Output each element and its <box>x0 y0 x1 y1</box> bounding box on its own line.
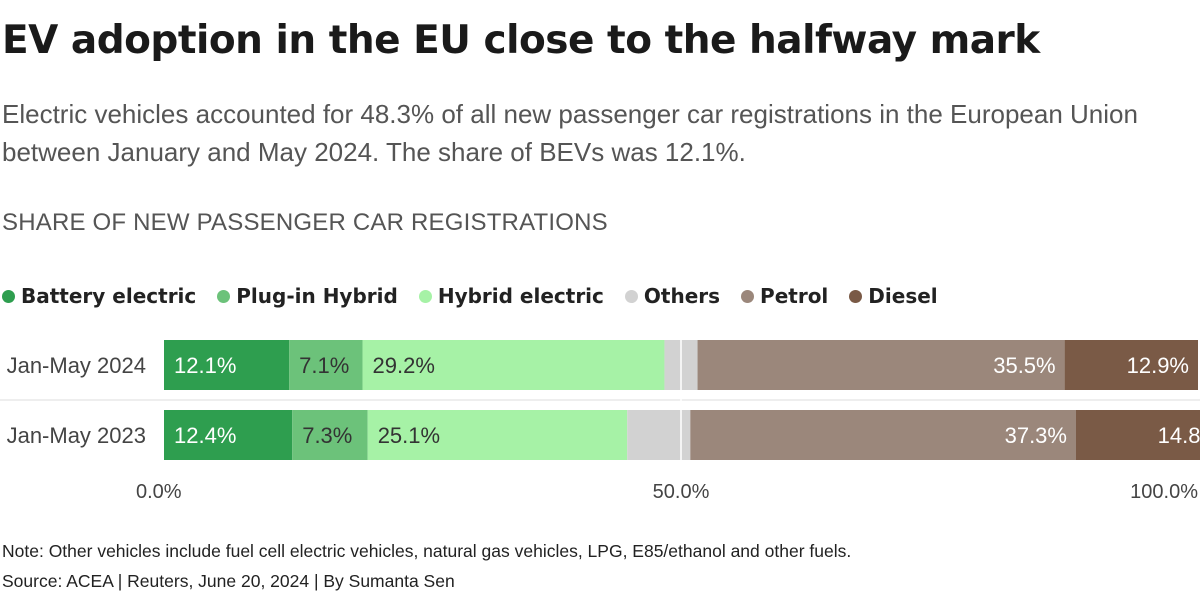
legend-dot-hybrid-electric <box>418 289 432 303</box>
legend-dot-diesel <box>849 289 863 303</box>
legend-label-battery-electric: Battery electric <box>21 284 197 308</box>
legend-label-others: Others <box>643 284 721 308</box>
section-label: SHARE OF NEW PASSENGER CAR REGISTRATIONS <box>2 209 608 236</box>
data-label-battery-electric-jan-may-2023: 12.4% <box>174 423 236 448</box>
legend-item-plug-in-hybrid: Plug-in Hybrid <box>217 284 398 308</box>
data-label-petrol-jan-may-2024: 35.5% <box>993 353 1055 378</box>
legend: Battery electric Plug-in Hybrid Hybrid e… <box>2 284 959 308</box>
legend-dot-others <box>624 289 638 303</box>
x-tick-label-1: 50.0% <box>653 481 710 503</box>
category-label-jan-may-2024: Jan-May 2024 <box>7 353 146 378</box>
bar-segment-hybrid-electric-jan-may-2024 <box>362 340 665 390</box>
legend-item-battery-electric: Battery electric <box>2 284 196 308</box>
x-tick-label-2: 100.0% <box>1130 481 1198 503</box>
legend-label-diesel: Diesel <box>868 284 938 308</box>
legend-item-petrol: Petrol <box>741 284 828 308</box>
chart-source: Source: ACEA | Reuters, June 20, 2024 | … <box>2 571 455 591</box>
bar-segment-diesel-jan-may-2023 <box>1075 410 1200 460</box>
chart-subtitle: Electric vehicles accounted for 48.3% of… <box>2 99 1138 167</box>
data-label-hybrid-electric-jan-may-2024: 29.2% <box>373 353 435 378</box>
legend-label-hybrid-electric: Hybrid electric <box>437 284 604 308</box>
bar-segment-battery-electric-jan-may-2024 <box>164 340 290 390</box>
bar-segment-plug-in-hybrid-jan-may-2023 <box>292 410 368 460</box>
data-label-diesel-jan-may-2024: 12.9% <box>1127 353 1189 378</box>
data-label-petrol-jan-may-2023: 37.3% <box>1005 423 1067 448</box>
x-tick-label-0: 0.0% <box>136 481 182 503</box>
data-label-battery-electric-jan-may-2024: 12.1% <box>174 353 236 378</box>
data-label-hybrid-electric-jan-may-2023: 25.1% <box>378 423 440 448</box>
data-label-plug-in-hybrid-jan-may-2023: 7.3% <box>302 423 352 448</box>
bar-segment-petrol-jan-may-2024 <box>697 340 1065 390</box>
data-label-plug-in-hybrid-jan-may-2024: 7.1% <box>299 353 349 378</box>
chart-note: Note: Other vehicles include fuel cell e… <box>2 541 852 561</box>
legend-label-plug-in-hybrid: Plug-in Hybrid <box>236 284 398 308</box>
bar-segment-plug-in-hybrid-jan-may-2024 <box>289 340 363 390</box>
bar-segment-petrol-jan-may-2023 <box>690 410 1076 460</box>
legend-dot-petrol <box>741 289 755 303</box>
bar-segment-battery-electric-jan-may-2023 <box>164 410 293 460</box>
chart-title: EV adoption in the EU close to the halfw… <box>2 18 1040 63</box>
bar-segment-hybrid-electric-jan-may-2023 <box>367 410 628 460</box>
stacked-bar-chart: Jan-May 2024 12.1% 7.1% 29.2% 35.5% 12.9% Jan-… <box>0 334 1200 503</box>
bar-segment-diesel-jan-may-2024 <box>1064 340 1198 390</box>
category-label-jan-may-2023: Jan-May 2023 <box>7 423 146 448</box>
legend-dot-battery-electric <box>2 289 15 303</box>
legend-item-diesel: Diesel <box>849 284 938 308</box>
legend-item-others: Others <box>624 284 721 308</box>
bar-segment-others-jan-may-2023 <box>627 410 691 460</box>
legend-dot-plug-in-hybrid <box>217 289 231 303</box>
legend-label-petrol: Petrol <box>760 284 829 308</box>
data-label-diesel-jan-may-2023: 14.8% <box>1158 423 1200 448</box>
legend-item-hybrid-electric: Hybrid electric <box>418 284 604 308</box>
